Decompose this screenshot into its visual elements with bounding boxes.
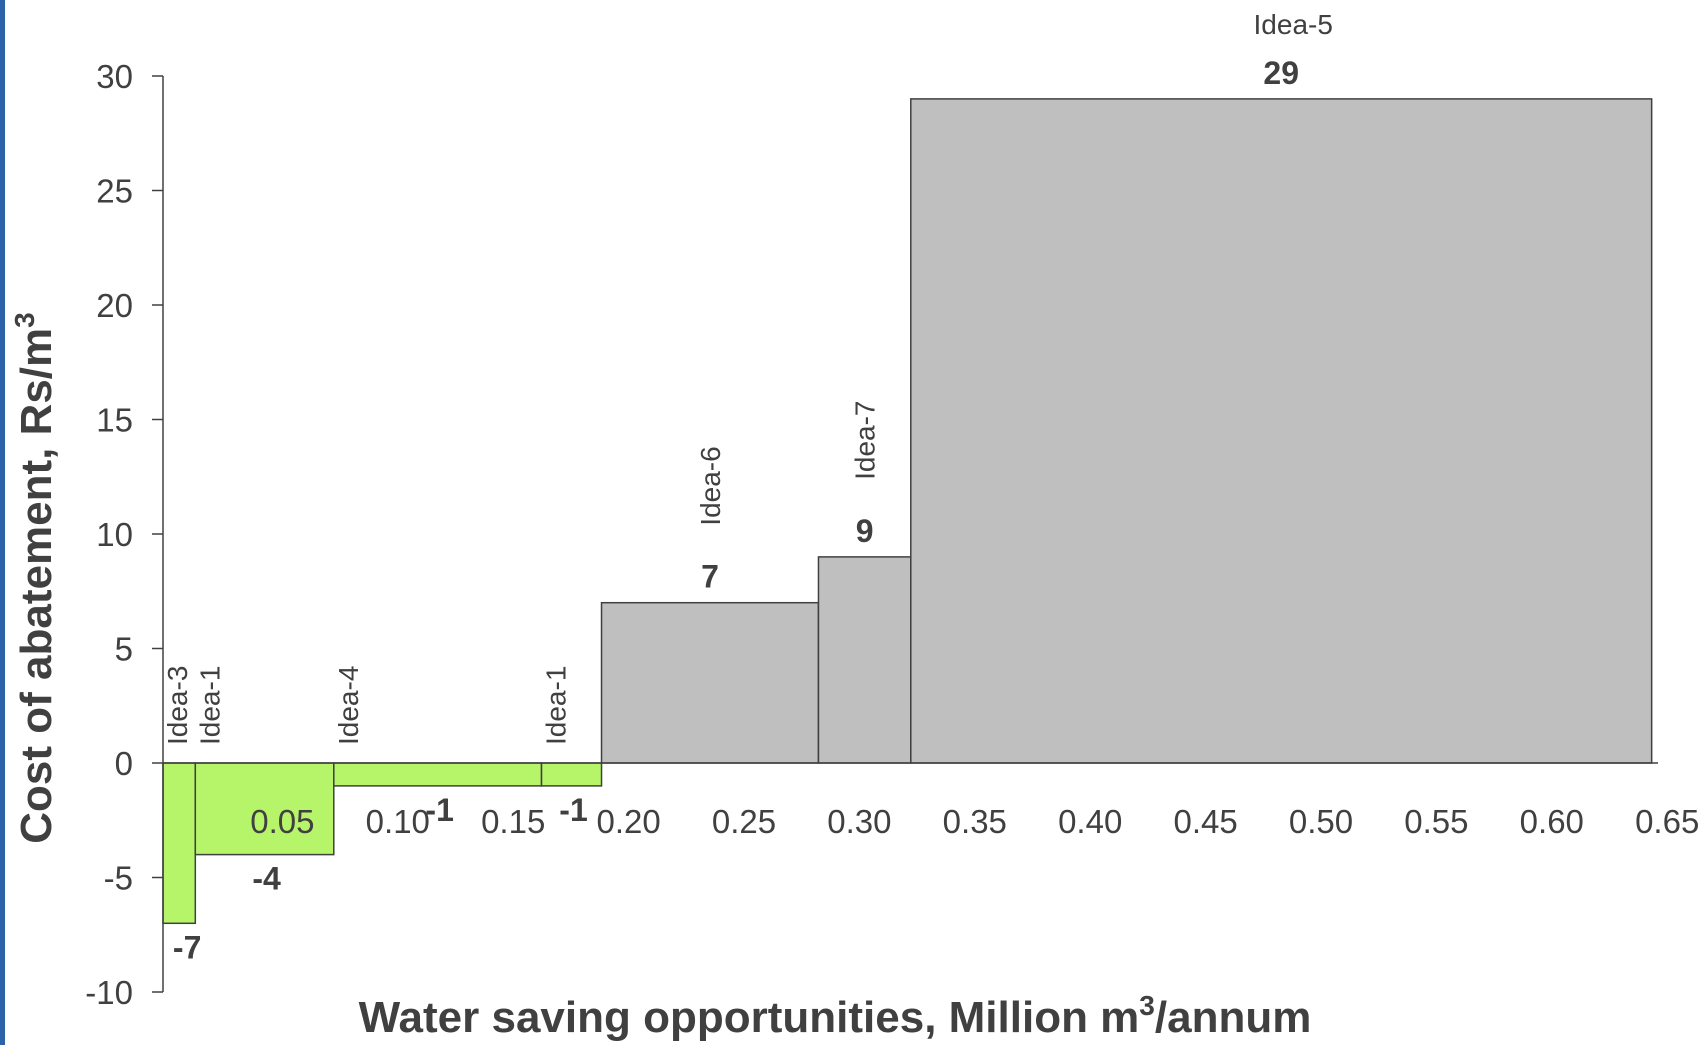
bar-value-label: -4: [252, 861, 281, 897]
bar-4: [540, 762, 603, 787]
bars-layer: [162, 98, 1653, 925]
bar-7: [910, 98, 1653, 764]
x-tick-label: 0.30: [827, 803, 891, 840]
bar-1: [162, 762, 197, 925]
bar-6: [817, 556, 912, 764]
bar-value-label: 7: [701, 559, 719, 595]
x-tick-label: 0.20: [596, 803, 660, 840]
bar-value-label: -7: [173, 929, 201, 965]
x-tick-label: 0.35: [943, 803, 1007, 840]
y-tick-label: 20: [96, 287, 133, 324]
x-tick-label: 0.45: [1173, 803, 1237, 840]
bar-name-label: Idea-3: [162, 666, 193, 745]
x-tick-label: 0.10: [366, 803, 430, 840]
bar-value-label: -1: [425, 792, 453, 828]
x-tick-label: 0.15: [481, 803, 545, 840]
y-tick-label: 5: [115, 631, 133, 668]
x-tick-label: 0.05: [250, 803, 314, 840]
bar-name-label: Idea-7: [850, 400, 881, 479]
y-tick-label: 25: [96, 173, 133, 210]
y-tick-label: 0: [115, 745, 133, 782]
x-axis-title: Water saving opportunities, Million m3/a…: [359, 990, 1312, 1042]
x-tick-label: 0.40: [1058, 803, 1122, 840]
x-ticks: 0.05 0.10 0.15 0.20 0.25 0.30 0.35 0.40 0.45 0.50…: [250, 803, 1699, 840]
y-tick-label: -10: [85, 974, 133, 1011]
bar-3: [333, 762, 543, 787]
y-axis-title: Cost of abatement, Rs/m3: [9, 312, 61, 843]
bar-name-label: Idea-4: [333, 666, 364, 745]
bar-name-label: Idea-1: [194, 666, 225, 745]
x-tick-label: 0.65: [1635, 803, 1699, 840]
y-tick-label: -5: [104, 860, 133, 897]
bar-value-label: 29: [1263, 55, 1299, 91]
bar-name-label: Idea-6: [695, 446, 726, 525]
bar-value-label: 9: [856, 513, 874, 549]
x-tick-label: 0.55: [1404, 803, 1468, 840]
x-tick-label: 0.25: [712, 803, 776, 840]
x-tick-label: 0.50: [1289, 803, 1353, 840]
bar-value-label: -1: [559, 792, 587, 828]
bar-name-label: Idea-1: [541, 666, 572, 745]
bar-5: [600, 601, 820, 764]
y-tick-label: 30: [96, 58, 133, 95]
bar-name-label: Idea-5: [1254, 9, 1333, 40]
y-tick-label: 15: [96, 402, 133, 439]
x-tick-label: 0.60: [1520, 803, 1584, 840]
y-ticks: -10 -5 0 5 10 15 20 25 30: [85, 58, 163, 1011]
y-tick-label: 10: [96, 516, 133, 553]
bar-labels: -7 Idea-3 -4 Idea-1 -1 Idea-4 -1 Idea-1 7 Idea-6 9…: [162, 9, 1333, 965]
bar-2: [194, 762, 335, 856]
left-border-strip: [0, 0, 5, 1045]
